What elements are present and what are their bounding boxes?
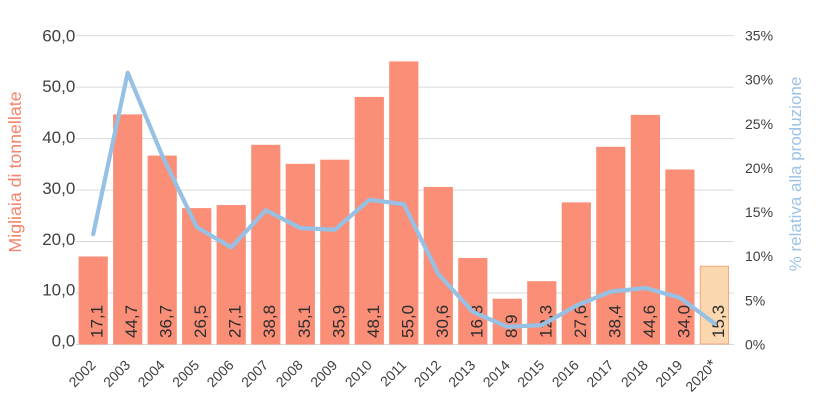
svg-text:30,0: 30,0 [42,179,75,198]
svg-text:35,1: 35,1 [295,305,314,338]
svg-text:35,9: 35,9 [329,305,348,338]
svg-text:20%: 20% [745,160,773,176]
svg-text:50,0: 50,0 [42,77,75,96]
svg-text:35%: 35% [745,28,773,44]
svg-text:0%: 0% [745,337,765,353]
svg-text:20,0: 20,0 [42,230,75,249]
svg-text:15,3: 15,3 [709,305,728,338]
svg-text:48,1: 48,1 [364,305,383,338]
svg-text:10,0: 10,0 [42,281,75,300]
svg-text:% relativa alla produzione: % relativa alla produzione [786,77,805,272]
svg-text:27,1: 27,1 [226,305,245,338]
svg-text:30%: 30% [745,72,773,88]
svg-text:26,5: 26,5 [191,305,210,338]
svg-text:5%: 5% [745,292,765,308]
svg-text:30,6: 30,6 [433,305,452,338]
svg-text:36,7: 36,7 [157,305,176,338]
svg-text:44,6: 44,6 [640,305,659,338]
svg-text:60,0: 60,0 [42,26,75,45]
svg-text:0,0: 0,0 [52,332,76,351]
svg-text:Migliaia di tonnellate: Migliaia di tonnellate [5,91,25,252]
svg-text:40,0: 40,0 [42,128,75,147]
svg-text:38,8: 38,8 [260,305,279,338]
svg-text:55,0: 55,0 [398,305,417,338]
svg-text:10%: 10% [745,248,773,264]
svg-text:17,1: 17,1 [88,305,107,338]
svg-text:25%: 25% [745,116,773,132]
svg-text:44,7: 44,7 [122,305,141,338]
svg-text:34,0: 34,0 [674,305,693,338]
svg-text:38,4: 38,4 [605,305,624,338]
svg-text:27,6: 27,6 [571,305,590,338]
svg-text:15%: 15% [745,204,773,220]
